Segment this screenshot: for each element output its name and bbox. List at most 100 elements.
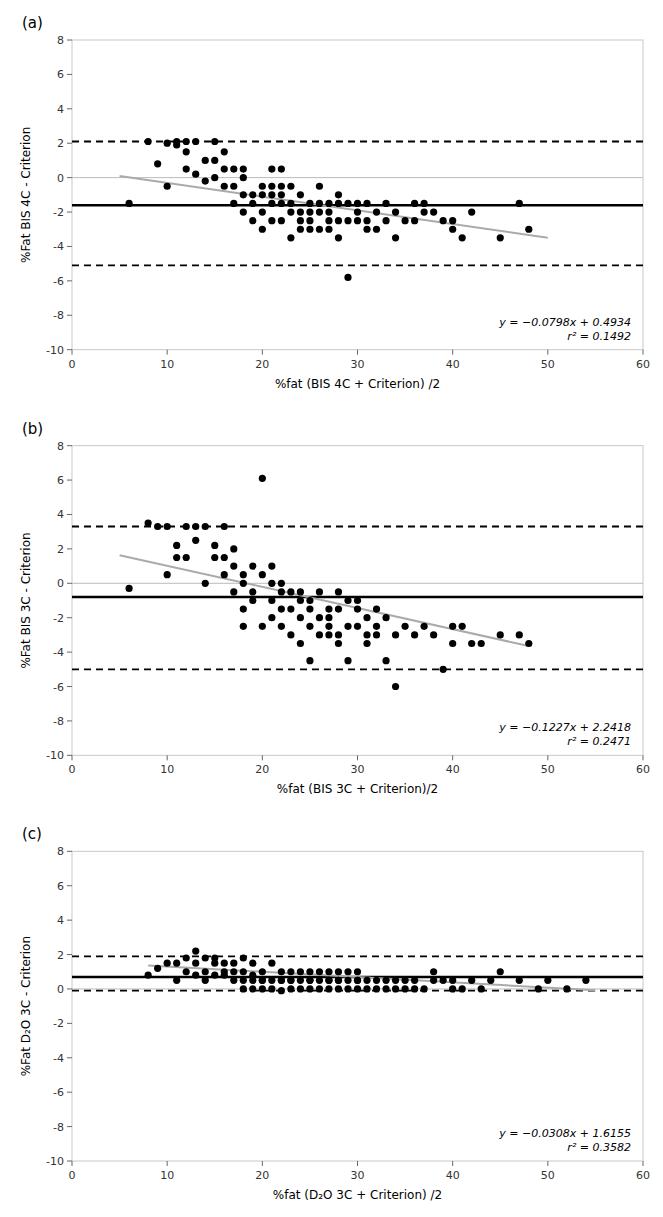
scatter-point (344, 200, 351, 207)
y-tick (67, 920, 72, 921)
scatter-point (440, 666, 447, 673)
y-tick (67, 480, 72, 481)
scatter-point (259, 183, 266, 190)
y-tick-label: 0 (57, 983, 64, 996)
x-tick-label: 60 (636, 1169, 650, 1182)
scatter-point (325, 614, 332, 621)
y-tick (67, 177, 72, 178)
scatter-point (421, 985, 428, 992)
scatter-point (382, 985, 389, 992)
y-tick-label: -4 (53, 1052, 64, 1065)
x-tick (547, 755, 548, 760)
scatter-point (278, 183, 285, 190)
scatter-point (306, 597, 313, 604)
scatter-point (316, 968, 323, 975)
scatter-point (306, 985, 313, 992)
scatter-point (382, 217, 389, 224)
scatter-point (249, 985, 256, 992)
x-tick-label: 10 (160, 1169, 174, 1182)
x-tick (452, 1161, 453, 1166)
scatter-point (278, 191, 285, 198)
scatter-point (259, 623, 266, 630)
scatter-point (354, 977, 361, 984)
panel: 0102030405060-10-8-6-4-202468%fat (D₂O 3… (19, 825, 650, 1202)
scatter-point (126, 200, 133, 207)
scatter-point (440, 977, 447, 984)
x-tick (167, 350, 168, 355)
scatter-point (287, 968, 294, 975)
scatter-point (230, 977, 237, 984)
scatter-point (221, 165, 228, 172)
scatter-point (211, 542, 218, 549)
scatter-point (249, 960, 256, 967)
scatter-point (316, 614, 323, 621)
scatter-point (202, 523, 209, 530)
y-tick-label: -8 (53, 309, 64, 322)
scatter-point (278, 580, 285, 587)
scatter-point (249, 217, 256, 224)
y-tick (67, 583, 72, 584)
scatter-point (535, 985, 542, 992)
scatter-point (478, 640, 485, 647)
x-tick-label: 0 (69, 763, 76, 776)
scatter-point (230, 562, 237, 569)
scatter-point (363, 977, 370, 984)
regression-line (120, 555, 529, 646)
scatter-point (202, 177, 209, 184)
scatter-point (297, 977, 304, 984)
scatter-point (316, 985, 323, 992)
scatter-point (468, 977, 475, 984)
y-tick-label: 0 (57, 172, 64, 185)
scatter-point (306, 977, 313, 984)
x-tick-label: 10 (160, 358, 174, 371)
scatter-point (278, 977, 285, 984)
scatter-point (259, 985, 266, 992)
scatter-point (335, 191, 342, 198)
y-tick (67, 143, 72, 144)
scatter-point (202, 580, 209, 587)
scatter-point (297, 191, 304, 198)
scatter-point (268, 960, 275, 967)
scatter-point (249, 562, 256, 569)
scatter-point (297, 640, 304, 647)
scatter-point (306, 606, 313, 613)
y-axis-label: %Fat D₂O 3C - Criterion (19, 936, 33, 1076)
x-tick (72, 755, 73, 760)
scatter-point (325, 985, 332, 992)
scatter-point (287, 606, 294, 613)
scatter-point (335, 234, 342, 241)
scatter-point (278, 987, 285, 994)
reference-line (72, 264, 643, 266)
scatter-point (382, 200, 389, 207)
scatter-point (363, 226, 370, 233)
y-tick (67, 40, 72, 41)
scatter-point (516, 977, 523, 984)
y-tick-label: -10 (46, 749, 64, 762)
scatter-point (344, 657, 351, 664)
scatter-point (354, 968, 361, 975)
scatter-point (459, 623, 466, 630)
scatter-point (287, 977, 294, 984)
scatter-point (268, 165, 275, 172)
scatter-point (525, 226, 532, 233)
y-tick (67, 1092, 72, 1093)
scatter-point (249, 191, 256, 198)
x-tick-label: 0 (69, 358, 76, 371)
scatter-point (335, 977, 342, 984)
scatter-point (468, 208, 475, 215)
scatter-point (392, 977, 399, 984)
scatter-point (221, 183, 228, 190)
panel-label: (c) (22, 825, 42, 843)
x-axis-label: %fat (BIS 4C + Criterion) /2 (275, 377, 440, 391)
scatter-point (401, 623, 408, 630)
regression-line (120, 176, 548, 238)
scatter-point (363, 200, 370, 207)
y-tick (67, 445, 72, 446)
scatter-point (411, 985, 418, 992)
scatter-point (192, 537, 199, 544)
scatter-point (297, 614, 304, 621)
scatter-point (173, 960, 180, 967)
scatter-point (344, 597, 351, 604)
x-tick (452, 755, 453, 760)
scatter-point (392, 985, 399, 992)
